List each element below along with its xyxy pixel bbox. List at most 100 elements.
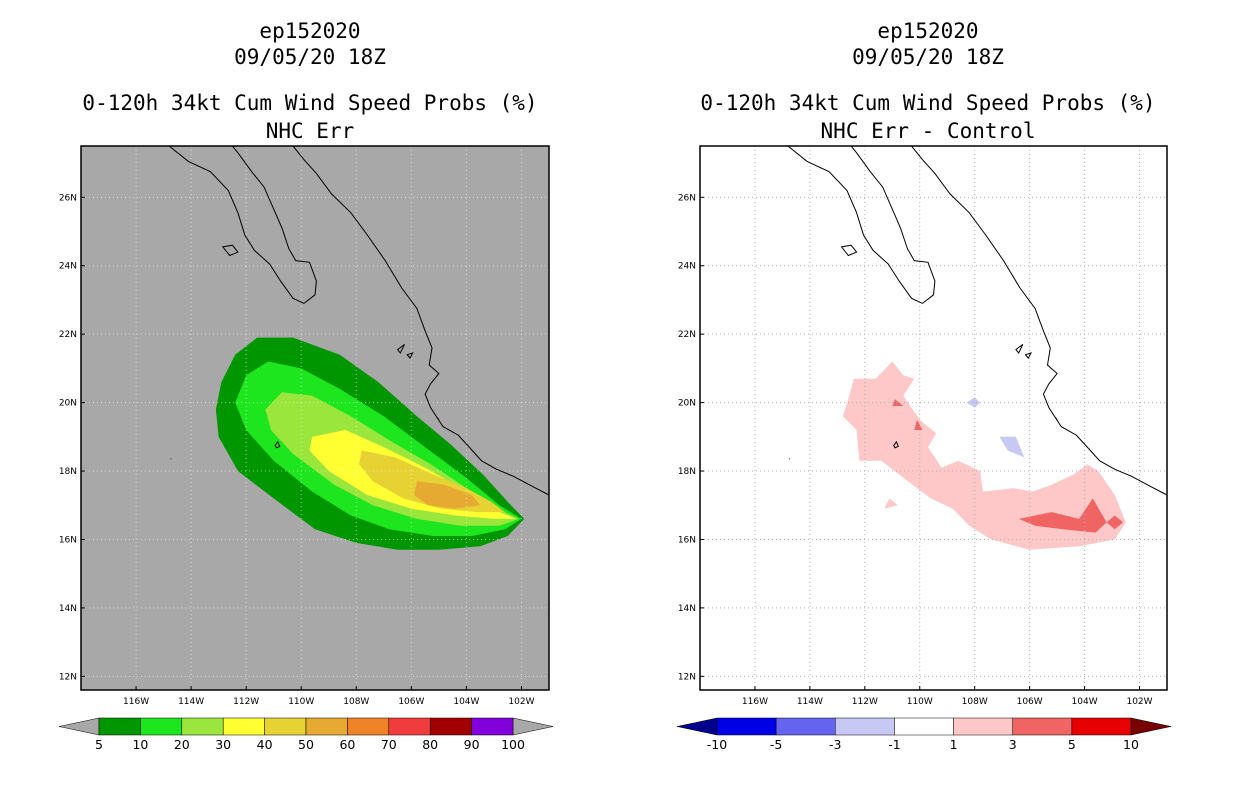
left-colorbar-swatch-7 xyxy=(388,717,431,736)
left-map-panel: 116W 114W 112W 110W 108W 106W 104W 102W 12N 14N 16… xyxy=(59,145,550,707)
right-coast-island-2 xyxy=(893,440,899,449)
left-colorbar-swatch-9 xyxy=(471,717,514,736)
right-xtick-label-4: 108W xyxy=(962,697,988,707)
right-chart-title: 0-120h 34kt Cum Wind Speed Probs (%) xyxy=(700,91,1156,115)
right-contour-3-2 xyxy=(892,399,904,406)
right-coast-island-0 xyxy=(1015,344,1024,354)
left-coast-island-4 xyxy=(221,244,239,257)
right-xtick-label-3: 110W xyxy=(907,697,933,707)
left-map-layer xyxy=(81,146,549,690)
right-map-background xyxy=(700,146,1167,690)
right-map-layer xyxy=(700,146,1167,690)
left-storm-id: ep152020 xyxy=(259,19,361,43)
right-colorbar-label-6: 5 xyxy=(1068,737,1076,752)
left-map-frame xyxy=(80,145,550,691)
left-xtick-label-7: 102W xyxy=(508,697,534,707)
right-colorbar-max-arrow xyxy=(1130,717,1172,736)
right-colorbar-swatch-6 xyxy=(1071,717,1132,736)
right-ytick-label-7: 26N xyxy=(678,193,696,203)
left-ytick-label-1: 14N xyxy=(59,604,77,614)
left-xtick-label-3: 110W xyxy=(288,697,314,707)
right-xtick-label-1: 114W xyxy=(797,697,823,707)
right-colorbar-label-1: -5 xyxy=(770,737,782,752)
right-map-frame xyxy=(699,145,1168,691)
right-contour-1-1 xyxy=(884,498,898,509)
left-coast-island-2 xyxy=(274,440,281,449)
left-xtick-label-2: 112W xyxy=(233,697,259,707)
right-ytick-label-0: 12N xyxy=(678,672,696,682)
left-ytick-label-0: 12N xyxy=(59,672,77,682)
left-coast-island-0 xyxy=(396,344,405,354)
left-colorbar-swatch-2 xyxy=(181,717,224,736)
left-coast-mainland xyxy=(292,146,549,496)
right-ytick-label-4: 20N xyxy=(678,399,696,409)
right-xtick-label-2: 112W xyxy=(852,697,878,707)
left-ytick-label-2: 16N xyxy=(59,535,77,545)
left-chart-title: 0-120h 34kt Cum Wind Speed Probs (%) xyxy=(82,91,538,115)
left-colorbar-swatch-4 xyxy=(264,717,307,736)
left-colorbar-swatch-8 xyxy=(429,717,472,736)
left-colorbar-label-5: 50 xyxy=(298,737,314,752)
left-xtick-label-5: 106W xyxy=(398,697,424,707)
right-contour--1-6 xyxy=(966,397,981,408)
right-colorbar-label-3: -1 xyxy=(888,737,900,752)
right-coast-island-4 xyxy=(840,244,858,257)
right-ytick-label-6: 24N xyxy=(678,262,696,272)
left-ytick-label-5: 22N xyxy=(59,330,77,340)
right-coast-baja-east xyxy=(850,146,936,304)
right-colorbar-label-7: 10 xyxy=(1123,737,1139,752)
left-colorbar-swatch-3 xyxy=(222,717,265,736)
right-contour-3-5 xyxy=(1106,515,1123,530)
left-coast-island-1 xyxy=(406,352,414,359)
right-colorbar-swatch-4 xyxy=(953,717,1013,736)
left-colorbar-swatch-0 xyxy=(98,717,141,736)
left-xtick-label-0: 116W xyxy=(123,697,149,707)
right-colorbar-label-4: 1 xyxy=(950,737,958,752)
right-contour-1-0 xyxy=(842,361,1126,550)
left-colorbar-min-arrow xyxy=(58,717,100,736)
right-colorbar-label-2: -3 xyxy=(829,737,841,752)
right-contour-3-4 xyxy=(1018,498,1107,533)
right-contour-3-3 xyxy=(914,419,923,430)
left-colorbar-swatch-5 xyxy=(305,717,348,736)
right-colorbar-label-0: -10 xyxy=(707,737,727,752)
left-chart-subtitle: NHC Err xyxy=(265,119,355,143)
left-ytick-label-7: 26N xyxy=(59,193,77,203)
right-map-panel: 116W 114W 112W 110W 108W 106W 104W 102W 12N 14N 16… xyxy=(678,145,1168,707)
left-colorbar-label-4: 40 xyxy=(257,737,273,752)
left-xtick-label-1: 114W xyxy=(178,697,204,707)
left-datetime: 09/05/20 18Z xyxy=(234,45,386,69)
left-contour-50-5 xyxy=(414,481,481,509)
left-colorbar-swatch-6 xyxy=(347,717,390,736)
right-chart-subtitle: NHC Err - Control xyxy=(820,119,1036,143)
right-ytick-label-3: 18N xyxy=(678,467,696,477)
right-colorbar-min-arrow xyxy=(676,717,718,736)
right-coast-baja-west xyxy=(787,146,923,304)
left-colorbar-max-arrow xyxy=(512,717,554,736)
left-colorbar-label-1: 10 xyxy=(132,737,148,752)
right-colorbar-swatch-3 xyxy=(894,717,954,736)
left-colorbar-label-10: 100 xyxy=(501,737,525,752)
left-colorbar-swatch-1 xyxy=(140,717,183,736)
left-xtick-label-4: 108W xyxy=(343,697,369,707)
left-colorbar-label-3: 30 xyxy=(215,737,231,752)
right-colorbar-label-5: 3 xyxy=(1009,737,1017,752)
right-coast-mainland xyxy=(911,146,1167,496)
right-xtick-label-0: 116W xyxy=(742,697,768,707)
right-xtick-label-6: 104W xyxy=(1072,697,1098,707)
right-colorbar: -10 -5 -3 -1 1 3 5 10 xyxy=(676,717,1172,752)
left-xtick-label-6: 104W xyxy=(453,697,479,707)
left-colorbar-label-9: 90 xyxy=(464,737,480,752)
right-coast-island-1 xyxy=(1024,352,1033,359)
left-colorbar-label-8: 80 xyxy=(422,737,438,752)
right-ytick-label-2: 16N xyxy=(678,535,696,545)
right-storm-id: ep152020 xyxy=(877,19,979,43)
left-ytick-label-3: 18N xyxy=(59,467,77,477)
right-ytick-label-5: 22N xyxy=(678,330,696,340)
right-xtick-label-7: 102W xyxy=(1126,697,1152,707)
left-ytick-label-4: 20N xyxy=(59,399,77,409)
left-coast-baja-west xyxy=(168,146,305,304)
right-datetime: 09/05/20 18Z xyxy=(852,45,1004,69)
left-colorbar: 5 10 20 30 40 50 60 70 80 90 100 xyxy=(58,717,554,752)
